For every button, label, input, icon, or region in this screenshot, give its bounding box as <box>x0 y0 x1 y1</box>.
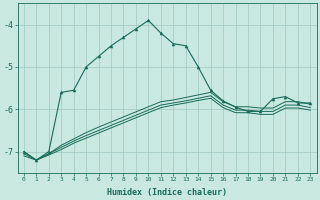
X-axis label: Humidex (Indice chaleur): Humidex (Indice chaleur) <box>107 188 227 197</box>
